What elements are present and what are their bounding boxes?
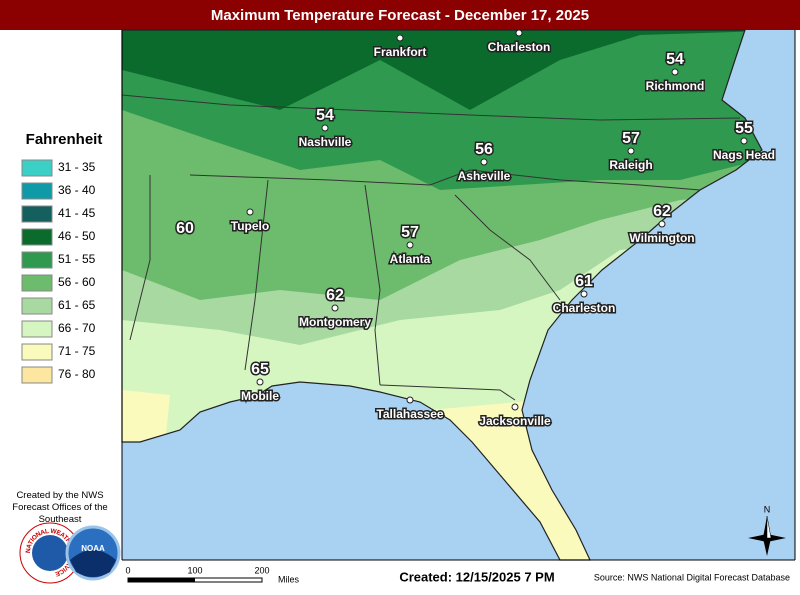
legend-label: 76 - 80 bbox=[58, 367, 96, 381]
legend-label: 51 - 55 bbox=[58, 252, 96, 266]
title: Maximum Temperature Forecast - December … bbox=[211, 7, 589, 24]
noaa-logo-text: NOAA bbox=[81, 544, 105, 553]
legend-label: 36 - 40 bbox=[58, 183, 96, 197]
coastline bbox=[121, 29, 763, 561]
city-name: Charleston bbox=[488, 40, 551, 54]
temperature-label: 57 bbox=[401, 224, 419, 241]
city-name: Charleston bbox=[553, 301, 616, 315]
city-name: Wilmington bbox=[629, 231, 694, 245]
legend-swatch bbox=[21, 251, 53, 269]
legend-label: 56 - 60 bbox=[58, 275, 96, 289]
legend-swatch bbox=[21, 366, 53, 384]
city-name: Atlanta bbox=[390, 252, 431, 266]
temperature-label: 60 bbox=[176, 220, 194, 237]
city-marker bbox=[396, 34, 404, 42]
city-name: Tupelo bbox=[231, 219, 269, 233]
city-name: Asheville bbox=[458, 169, 511, 183]
temperature-label: 54 bbox=[666, 51, 684, 68]
temperature-label: 61 bbox=[575, 273, 593, 290]
legend-label: 46 - 50 bbox=[58, 229, 96, 243]
legend-label: 66 - 70 bbox=[58, 321, 96, 335]
city-marker bbox=[671, 68, 679, 76]
city-marker bbox=[511, 403, 519, 411]
city-name: Raleigh bbox=[609, 158, 652, 172]
credit: Created by the NWS Forecast Offices of t… bbox=[12, 490, 108, 525]
city-name: Montgomery bbox=[299, 315, 371, 329]
city-marker bbox=[740, 137, 748, 145]
legend-swatch bbox=[21, 297, 53, 315]
temperature-label: 65 bbox=[251, 361, 269, 378]
created: Created: 12/15/2025 7 PM bbox=[399, 569, 554, 584]
legend-label: 41 - 45 bbox=[58, 206, 96, 220]
legend-title: Fahrenheit bbox=[26, 131, 103, 148]
temperature-label: 56 bbox=[475, 141, 493, 158]
scale-bar bbox=[127, 577, 263, 583]
credit-box: Created by the NWS Forecast Offices of t… bbox=[12, 490, 108, 525]
city-marker bbox=[406, 396, 414, 404]
city-marker bbox=[256, 378, 264, 386]
state-lines bbox=[121, 94, 741, 401]
city-marker bbox=[480, 158, 488, 166]
city-marker bbox=[658, 220, 666, 228]
temperature-label: 55 bbox=[735, 120, 753, 137]
city-marker bbox=[580, 290, 588, 298]
legend-swatch bbox=[21, 320, 53, 338]
city-name: Nashville bbox=[299, 135, 352, 149]
source: Source: NWS National Digital Forecast Da… bbox=[594, 572, 790, 582]
city-marker bbox=[515, 29, 523, 37]
legend-swatch bbox=[21, 159, 53, 177]
compass bbox=[748, 515, 786, 556]
city-name: Richmond bbox=[646, 79, 705, 93]
city-name: Nags Head bbox=[713, 148, 775, 162]
legend-label: 31 - 35 bbox=[58, 160, 96, 174]
legend-swatch bbox=[21, 182, 53, 200]
temperature-label: 62 bbox=[653, 203, 671, 220]
legend-swatch bbox=[21, 205, 53, 223]
legend-label: 71 - 75 bbox=[58, 344, 96, 358]
scale-unit: Miles bbox=[278, 574, 300, 584]
scale-tick-label: 200 bbox=[254, 565, 269, 575]
city-marker bbox=[627, 147, 635, 155]
nws-logo-center bbox=[32, 535, 68, 571]
city-marker bbox=[331, 304, 339, 312]
temperature-label: 57 bbox=[622, 130, 640, 147]
scale-tick-label: 0 bbox=[125, 565, 130, 575]
legend-swatch bbox=[21, 228, 53, 246]
city-marker bbox=[321, 124, 329, 132]
scale-tick-label: 100 bbox=[187, 565, 202, 575]
city-marker bbox=[246, 208, 254, 216]
temperature-label: 62 bbox=[326, 287, 344, 304]
city-name: Mobile bbox=[241, 389, 279, 403]
city-name: Tallahassee bbox=[376, 407, 443, 421]
city-name: Frankfort bbox=[374, 45, 427, 59]
compass-label: N bbox=[764, 504, 771, 514]
city-marker bbox=[406, 241, 414, 249]
legend-label: 61 - 65 bbox=[58, 298, 96, 312]
legend-swatch bbox=[21, 274, 53, 292]
noaa-logo-wave bbox=[70, 550, 116, 577]
legend-swatch bbox=[21, 343, 53, 361]
city-name: Jacksonville bbox=[479, 414, 551, 428]
title-bar bbox=[0, 0, 800, 30]
temperature-label: 54 bbox=[316, 107, 334, 124]
